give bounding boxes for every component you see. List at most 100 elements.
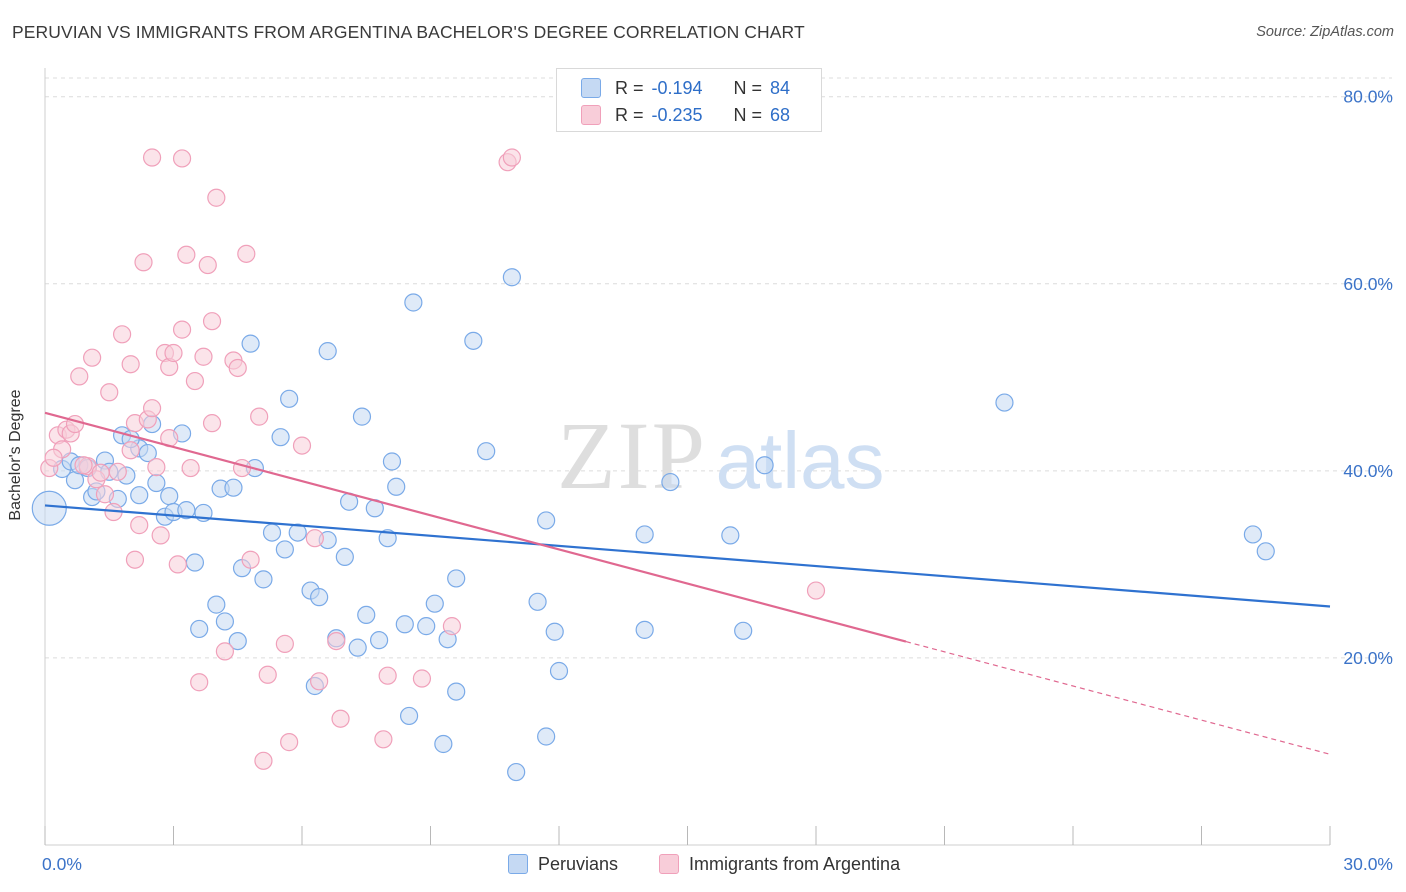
peruvian-point	[464, 331, 483, 350]
argentina-point	[232, 458, 252, 478]
trendlines	[44, 411, 1331, 755]
argentina-point	[228, 358, 247, 378]
peruvian-point	[404, 293, 423, 312]
argentina-point	[254, 751, 273, 770]
argentina-point	[172, 149, 192, 168]
peruvian-point	[271, 428, 290, 447]
argentina-point	[100, 383, 119, 402]
argentina-point	[305, 529, 324, 548]
argentina-point	[121, 355, 140, 374]
y-axis-label: Bachelor's Degree	[7, 389, 24, 521]
watermark-zip: ZIP	[557, 402, 707, 509]
x-tick-label: 0.0%	[42, 854, 82, 874]
peruvian-point	[160, 487, 179, 506]
peruvian-point	[755, 456, 774, 475]
argentina-point	[292, 436, 312, 455]
argentina-point	[207, 188, 226, 207]
source-label: Source: ZipAtlas.com	[1256, 24, 1394, 40]
legend-n-value: 68	[770, 104, 791, 125]
argentina-point	[181, 458, 200, 478]
peruvian-point	[357, 605, 376, 625]
peruvian-point	[447, 682, 466, 701]
peruvian-point	[549, 661, 569, 681]
watermark: ZIP atlas	[557, 402, 884, 509]
peruvian-point	[537, 727, 556, 746]
peruvian-point	[395, 615, 414, 634]
x-tick-label: 30.0%	[1343, 854, 1393, 874]
peruvian-point	[537, 511, 556, 530]
series-argentina	[40, 148, 826, 770]
argentina-point	[134, 253, 153, 272]
peruvian-point	[65, 471, 85, 490]
peruvian-point	[399, 706, 419, 726]
argentina-point	[241, 550, 260, 569]
peruvian-point	[254, 570, 273, 589]
y-tick-label: 40.0%	[1343, 461, 1393, 481]
peruvian-point	[370, 631, 389, 650]
peruvian-point	[378, 529, 397, 548]
peruvian-point	[507, 762, 526, 782]
trendline-argentina	[44, 411, 907, 643]
peruvian-point	[417, 617, 436, 636]
bottom-legend-swatch-peruvians	[508, 854, 528, 874]
correlation-legend: R = -0.194 N = 84 R = -0.235 N = 68	[556, 68, 822, 132]
argentina-point	[378, 666, 397, 685]
peruvian-point	[215, 612, 234, 631]
argentina-point	[177, 245, 196, 264]
peruvian-point	[228, 631, 247, 651]
bottom-legend-peruvians: Peruvians	[508, 852, 618, 876]
peruvian-point	[185, 553, 205, 572]
argentina-point	[202, 312, 222, 331]
peruvian-point	[502, 268, 521, 287]
argentina-point	[280, 733, 299, 752]
peruvian-point	[721, 526, 740, 545]
argentina-point	[142, 399, 162, 418]
argentina-point	[194, 347, 213, 366]
peruvian-point	[447, 569, 466, 588]
legend-r-value: -0.235	[651, 104, 703, 125]
argentina-point	[190, 673, 209, 692]
peruvian-point	[1256, 542, 1275, 561]
peruvian-point	[477, 442, 496, 461]
legend-row-peruvians: R = -0.194 N = 84	[581, 77, 790, 99]
argentina-point	[310, 672, 329, 691]
peruvian-point	[310, 588, 329, 607]
chart-title: PERUVIAN VS IMMIGRANTS FROM ARGENTINA BA…	[12, 22, 805, 42]
legend-swatch-argentina	[581, 105, 601, 125]
peruvian-point	[661, 472, 680, 492]
y-tick-label: 20.0%	[1343, 648, 1393, 668]
argentina-point	[237, 244, 256, 263]
peruvian-point	[262, 523, 282, 542]
argentina-point	[142, 148, 162, 167]
argentina-point	[151, 526, 170, 545]
peruvian-point	[382, 452, 402, 471]
peruvian-point	[207, 595, 226, 614]
peruvian-point	[528, 592, 547, 611]
peruvian-point	[224, 478, 243, 497]
legend-swatch-peruvians	[581, 78, 601, 98]
peruvian-point	[545, 622, 564, 641]
peruvian-point	[241, 334, 260, 353]
bottom-legend-swatch-argentina	[659, 854, 679, 874]
peruvian-point	[995, 393, 1014, 412]
argentina-point	[130, 516, 149, 535]
argentina-point	[442, 617, 462, 636]
peruvian-point	[335, 547, 354, 567]
argentina-point	[164, 343, 183, 363]
argentina-point	[374, 730, 393, 749]
peruvian-point	[275, 540, 294, 559]
argentina-point	[83, 348, 102, 367]
peruvian-point	[352, 407, 372, 426]
argentina-point	[95, 485, 115, 504]
trendline-argentina-extension	[905, 641, 1331, 755]
legend-row-argentina: R = -0.235 N = 68	[581, 104, 790, 126]
argentina-point	[74, 456, 93, 475]
watermark-atlas: atlas	[716, 416, 885, 505]
peruvian-point	[31, 490, 67, 526]
peruvian-point	[147, 473, 166, 493]
bottom-legend-label-argentina: Immigrants from Argentina	[689, 853, 901, 874]
argentina-point	[121, 441, 140, 460]
argentina-point	[275, 634, 294, 653]
legend-r-label: R =	[615, 77, 644, 98]
